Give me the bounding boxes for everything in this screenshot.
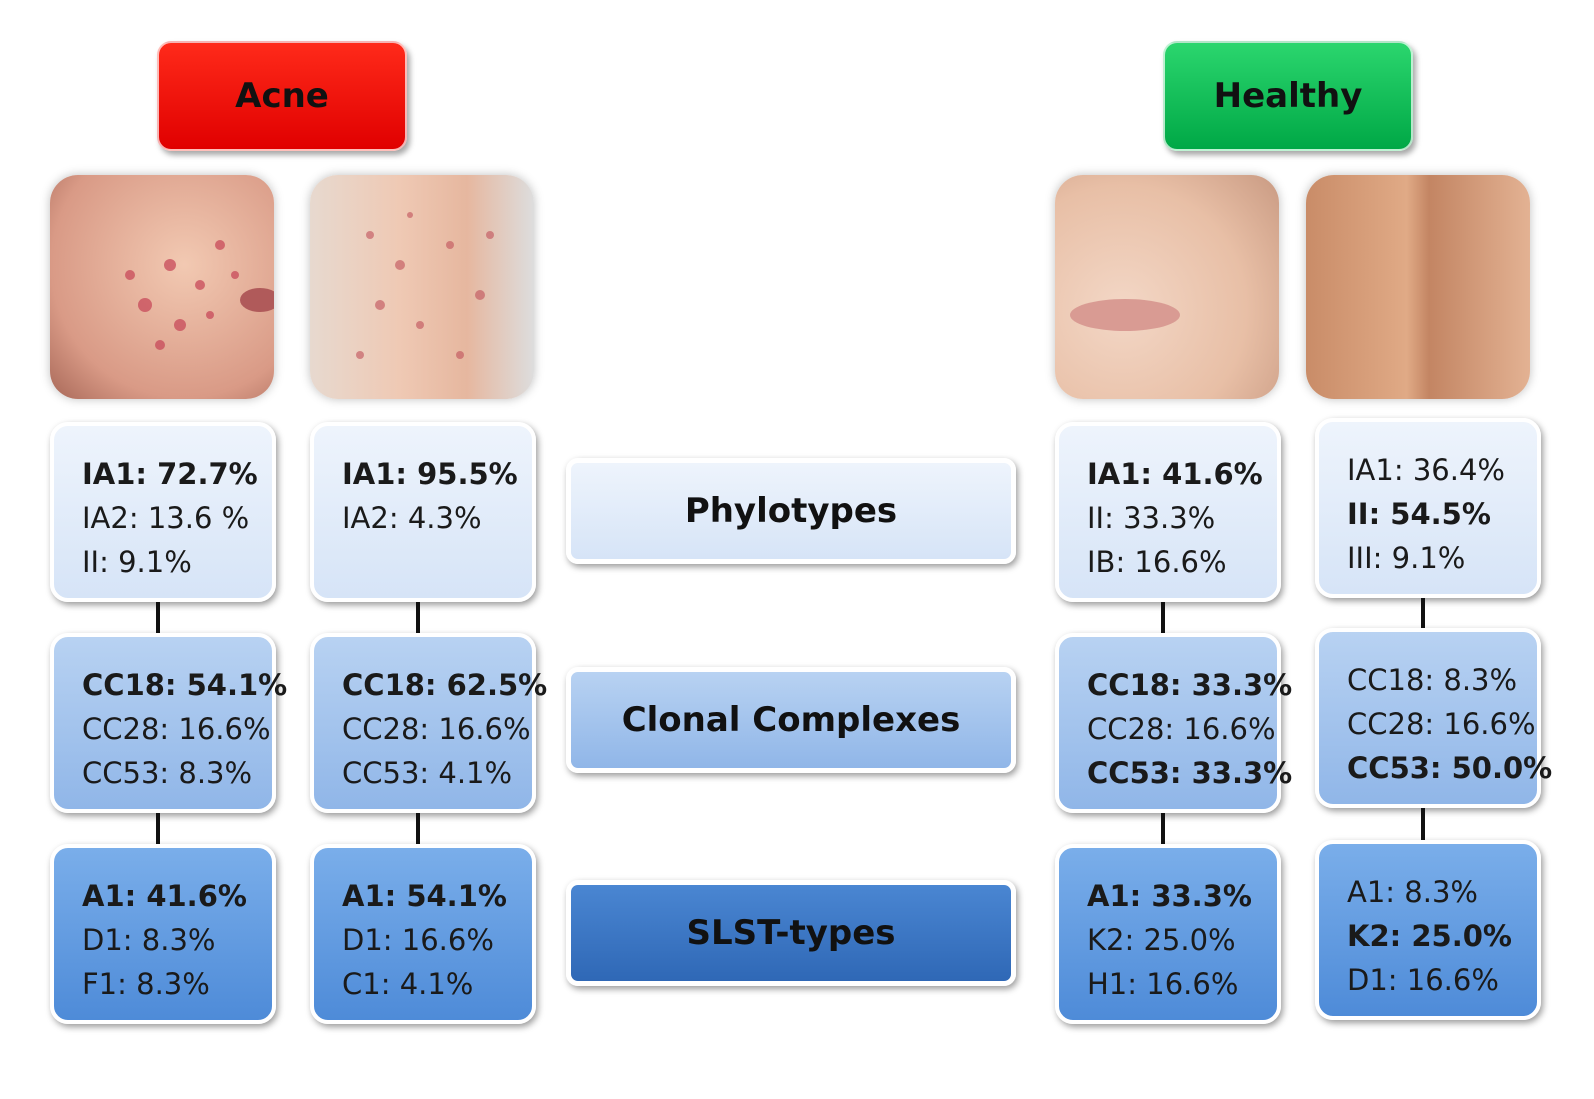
stats-box: IA1: 36.4% II: 54.5% III: 9.1%	[1315, 418, 1541, 598]
stat-line: II: 54.5%	[1347, 497, 1491, 531]
stat-line: C1: 4.1%	[342, 967, 474, 1001]
photo-healthy-face	[1055, 175, 1279, 399]
stat-line: CC18: 62.5%	[342, 668, 548, 702]
connector	[1421, 808, 1425, 840]
stat-line: IA2: 13.6 %	[82, 501, 250, 535]
stat-line: CC53: 50.0%	[1347, 751, 1553, 785]
stat-line: IA1: 72.7%	[82, 457, 258, 491]
connector	[1421, 598, 1425, 628]
stat-line: IA1: 95.5%	[342, 457, 518, 491]
stat-line: A1: 54.1%	[342, 879, 507, 913]
stat-line: CC18: 8.3%	[1347, 663, 1518, 697]
stat-line: A1: 8.3%	[1347, 875, 1478, 909]
stat-line: K2: 25.0%	[1087, 923, 1236, 957]
photo-acne-face	[50, 175, 274, 399]
connector	[1161, 602, 1165, 633]
stat-line: H1: 16.6%	[1087, 967, 1239, 1001]
stat-line: D1: 16.6%	[342, 923, 494, 957]
connector	[1161, 813, 1165, 844]
stat-line: CC28: 16.6%	[342, 712, 531, 746]
stat-line: CC53: 4.1%	[342, 756, 513, 790]
stat-line: CC28: 16.6%	[82, 712, 271, 746]
photo-acne-back	[310, 175, 534, 399]
stat-line: CC28: 16.6%	[1347, 707, 1536, 741]
stats-box: IA1: 41.6% II: 33.3% IB: 16.6%	[1055, 422, 1281, 602]
level-label: Clonal Complexes	[566, 667, 1016, 773]
connector	[156, 602, 160, 633]
stat-line: III: 9.1%	[1347, 541, 1466, 575]
stat-line: CC18: 54.1%	[82, 668, 288, 702]
stat-line: CC18: 33.3%	[1087, 668, 1293, 702]
stats-box: CC18: 8.3% CC28: 16.6% CC53: 50.0%	[1315, 628, 1553, 808]
stats-box: A1: 54.1% D1: 16.6% C1: 4.1%	[310, 844, 536, 1024]
stat-line: CC53: 8.3%	[82, 756, 253, 790]
stat-line: IA2: 4.3%	[342, 501, 482, 535]
stat-line: IA1: 36.4%	[1347, 453, 1505, 487]
stats-box: A1: 41.6% D1: 8.3% F1: 8.3%	[50, 844, 276, 1024]
stat-line: A1: 41.6%	[82, 879, 247, 913]
connector	[416, 602, 420, 633]
group-header: Acne	[157, 41, 407, 151]
stat-line: CC28: 16.6%	[1087, 712, 1276, 746]
stats-box: IA1: 72.7% IA2: 13.6 % II: 9.1%	[50, 422, 276, 602]
lips	[1070, 299, 1180, 331]
stat-line: D1: 8.3%	[82, 923, 216, 957]
stat-line: II: 9.1%	[82, 545, 192, 579]
stats-box: CC18: 54.1% CC28: 16.6% CC53: 8.3%	[50, 633, 288, 813]
stat-line: K2: 25.0%	[1347, 919, 1512, 953]
level-label: SLST-types	[566, 880, 1016, 986]
stat-line: CC53: 33.3%	[1087, 756, 1293, 790]
stats-box: CC18: 33.3% CC28: 16.6% CC53: 33.3%	[1055, 633, 1293, 813]
connector	[156, 813, 160, 844]
stats-box: IA1: 95.5% IA2: 4.3%	[310, 422, 536, 602]
stat-line: D1: 16.6%	[1347, 963, 1499, 997]
acne-spots	[356, 212, 494, 359]
stat-line: II: 33.3%	[1087, 501, 1216, 535]
photo-healthy-back	[1306, 175, 1530, 399]
stats-box: A1: 8.3% K2: 25.0% D1: 16.6%	[1315, 840, 1541, 1020]
stat-line: A1: 33.3%	[1087, 879, 1252, 913]
stats-box: CC18: 62.5% CC28: 16.6% CC53: 4.1%	[310, 633, 548, 813]
acne-spots	[125, 240, 274, 350]
stat-line: IA1: 41.6%	[1087, 457, 1263, 491]
stat-line: F1: 8.3%	[82, 967, 210, 1001]
group-header: Healthy	[1163, 41, 1413, 151]
level-label: Phylotypes	[566, 458, 1016, 564]
connector	[416, 813, 420, 844]
stat-line: IB: 16.6%	[1087, 545, 1227, 579]
stats-box: A1: 33.3% K2: 25.0% H1: 16.6%	[1055, 844, 1281, 1024]
